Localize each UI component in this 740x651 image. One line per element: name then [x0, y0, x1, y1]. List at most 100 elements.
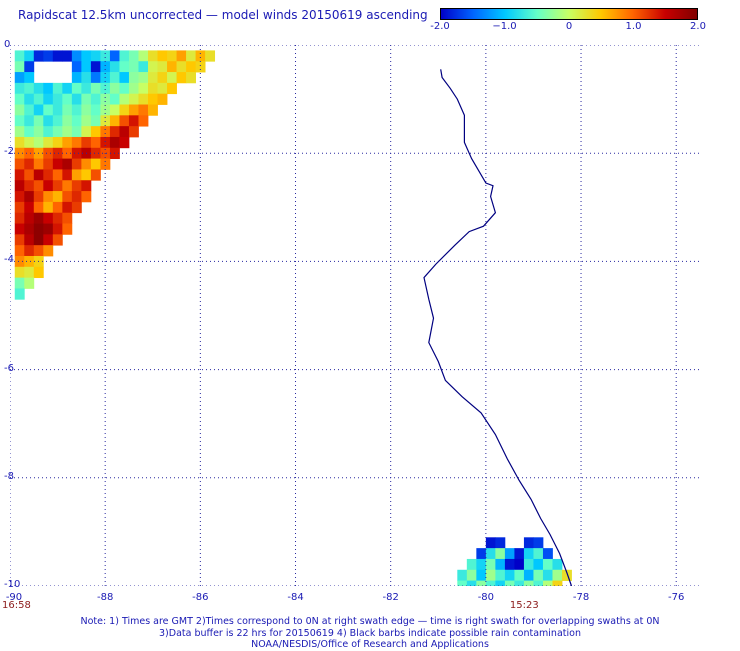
wind-cell — [52, 147, 63, 160]
wind-cell — [14, 255, 25, 268]
wind-cell — [128, 115, 139, 127]
wind-cell — [119, 72, 130, 84]
wind-cell — [71, 72, 82, 84]
wind-cell — [485, 548, 496, 560]
wind-cell — [542, 558, 553, 571]
x-tick-label: -80 — [477, 592, 495, 603]
wind-cell — [81, 50, 92, 62]
wind-cell — [33, 104, 44, 116]
wind-cell — [24, 255, 35, 268]
wind-cell — [205, 50, 216, 62]
wind-cell — [81, 93, 92, 105]
wind-cell — [109, 115, 120, 127]
wind-cell — [14, 169, 25, 181]
wind-cell — [533, 569, 544, 581]
wind-cell — [43, 136, 54, 149]
wind-cell — [81, 169, 92, 181]
wind-cell — [33, 169, 44, 181]
wind-cell — [24, 277, 35, 289]
wind-cell — [43, 126, 54, 138]
y-tick-label: -10 — [4, 579, 21, 590]
wind-cell — [24, 234, 35, 246]
wind-cell — [457, 580, 468, 586]
wind-cell — [90, 147, 101, 160]
wind-cell — [119, 61, 130, 73]
footnote-line-2: 3)Data buffer is 22 hrs for 20150619 4) … — [159, 627, 581, 639]
wind-cell — [62, 212, 73, 224]
wind-cell — [14, 93, 25, 105]
wind-cell — [43, 212, 54, 224]
wind-cell — [24, 136, 35, 149]
wind-cell — [485, 569, 496, 581]
wind-cell — [186, 61, 196, 73]
wind-cell — [62, 126, 73, 138]
wind-cell — [138, 82, 149, 95]
wind-cell — [43, 115, 54, 127]
wind-cell — [485, 537, 496, 549]
wind-cell — [24, 180, 35, 192]
wind-cell — [33, 201, 44, 214]
wind-cell — [14, 212, 25, 224]
wind-cell — [533, 537, 544, 549]
wind-cell — [43, 191, 54, 203]
wind-cell — [119, 50, 130, 62]
wind-cell — [24, 245, 35, 257]
wind-cell — [71, 126, 82, 138]
wind-cell — [128, 104, 139, 116]
wind-cell — [504, 580, 515, 586]
x-tick-label: -86 — [192, 592, 209, 603]
wind-cell — [119, 126, 130, 138]
wind-cell — [24, 104, 35, 116]
wind-cell — [52, 126, 63, 138]
wind-cell — [495, 558, 506, 571]
wind-cell — [533, 548, 544, 560]
colorbar-tick-label: −1.0 — [492, 21, 517, 32]
wind-cell — [33, 158, 44, 170]
wind-cell — [14, 115, 25, 127]
wind-cell — [62, 136, 73, 149]
wind-cell — [514, 569, 525, 581]
wind-cell — [14, 104, 25, 116]
y-tick-label: -2 — [4, 146, 14, 158]
wind-cell — [14, 126, 25, 138]
wind-cell — [24, 169, 35, 181]
wind-cell — [24, 50, 35, 62]
wind-cell — [62, 180, 73, 192]
wind-cell — [119, 136, 130, 149]
wind-cell — [43, 82, 54, 95]
wind-cell — [71, 93, 82, 105]
wind-cell — [43, 50, 54, 62]
wind-cell — [14, 158, 25, 170]
wind-cell — [24, 61, 35, 73]
wind-cell — [43, 93, 54, 105]
wind-cell — [81, 104, 92, 116]
wind-cell — [100, 158, 111, 170]
wind-cell — [62, 201, 73, 214]
wind-cell — [33, 136, 44, 149]
wind-cell — [14, 234, 25, 246]
wind-cell — [562, 569, 572, 581]
wind-cell — [14, 277, 25, 289]
wind-cell — [476, 569, 487, 581]
wind-cell — [33, 50, 44, 62]
wind-cell — [542, 580, 553, 586]
wind-cell — [109, 61, 120, 73]
wind-cell — [62, 115, 73, 127]
wind-cell — [109, 104, 120, 116]
wind-cell — [552, 558, 563, 571]
wind-cell — [52, 212, 63, 224]
wind-cell — [81, 82, 92, 95]
swath-time-label: 15:23 — [509, 600, 539, 611]
wind-cell — [90, 104, 101, 116]
wind-cell — [90, 126, 101, 138]
wind-cell — [71, 50, 82, 62]
wind-cell — [90, 61, 101, 73]
wind-cell — [43, 201, 54, 214]
wind-cell — [148, 82, 158, 95]
wind-cell — [128, 50, 139, 62]
wind-cell — [514, 548, 525, 560]
wind-cell — [466, 558, 477, 571]
wind-cell — [157, 93, 168, 105]
wind-cell — [14, 147, 25, 160]
wind-cell — [24, 158, 35, 170]
